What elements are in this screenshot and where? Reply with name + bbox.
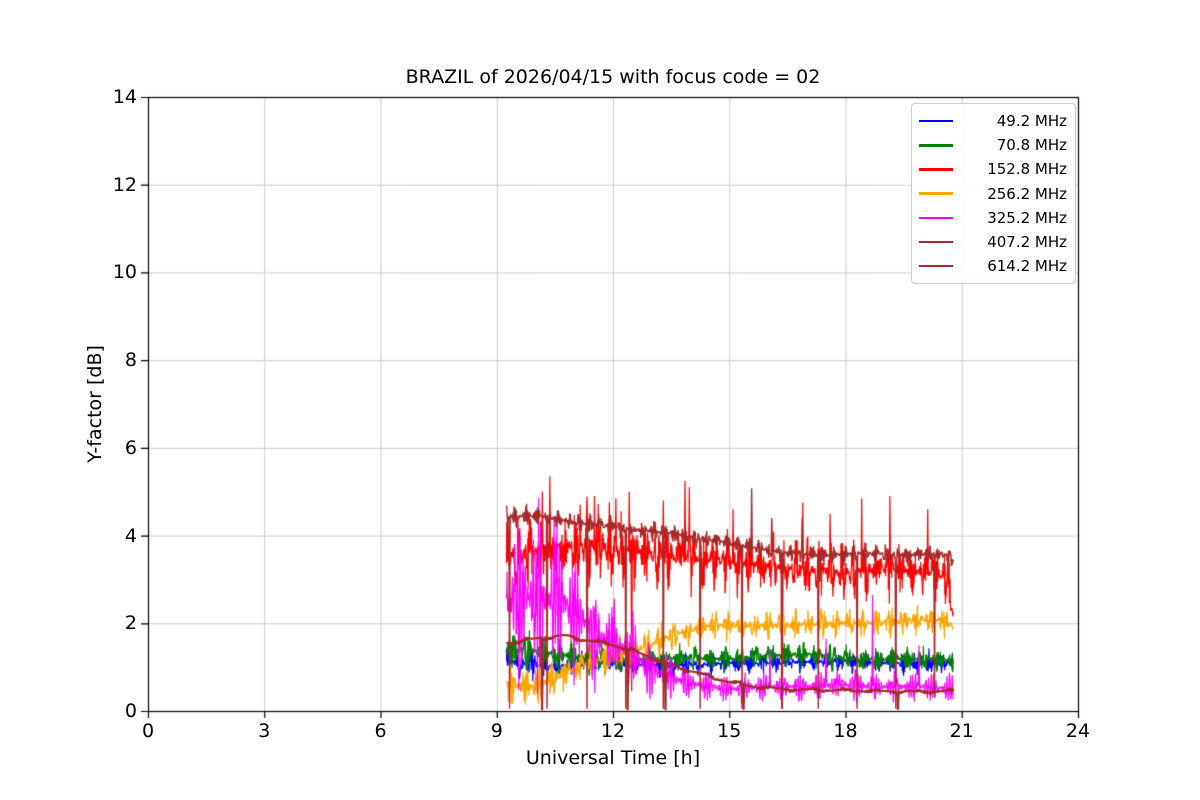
- legend-item: 256.2 MHz: [919, 182, 1067, 206]
- legend-label: 614.2 MHz: [987, 257, 1067, 276]
- legend-line-swatch: [919, 119, 953, 123]
- legend-item: 407.2 MHz: [919, 230, 1067, 254]
- legend-line-swatch: [919, 192, 953, 195]
- legend-label: 152.8 MHz: [987, 160, 1067, 179]
- y-tick-label: 2: [124, 612, 137, 635]
- legend-label: 325.2 MHz: [987, 208, 1067, 227]
- legend-line-swatch: [919, 264, 953, 268]
- y-tick-label: 4: [124, 524, 137, 547]
- legend-label: 256.2 MHz: [987, 184, 1067, 203]
- x-tick-label: 18: [833, 720, 858, 742]
- y-tick-label: 8: [124, 349, 137, 372]
- legend-item: 152.8 MHz: [919, 157, 1067, 181]
- y-axis-label: Y-factor [dB]: [84, 345, 106, 463]
- legend-item: 70.8 MHz: [919, 133, 1067, 157]
- x-tick-label: 3: [258, 720, 271, 742]
- y-tick-label: 14: [112, 86, 137, 108]
- x-axis-label: Universal Time [h]: [525, 747, 701, 769]
- x-tick-label: 9: [490, 720, 503, 742]
- x-tick-label: 0: [141, 720, 155, 742]
- x-tick-label: 24: [1065, 720, 1091, 742]
- legend-line-swatch: [919, 168, 953, 171]
- legend-line-swatch: [919, 144, 953, 147]
- chart-title: BRAZIL of 2026/04/15 with focus code = 0…: [405, 66, 821, 88]
- y-tick-label: 10: [112, 261, 137, 284]
- x-tick-label: 15: [717, 720, 742, 742]
- x-tick-label: 6: [374, 720, 387, 742]
- legend-label: 70.8 MHz: [996, 136, 1067, 155]
- legend-label: 49.2 MHz: [996, 112, 1067, 131]
- y-tick-label: 0: [124, 700, 137, 722]
- x-tick-label: 12: [600, 720, 626, 742]
- legend-item: 614.2 MHz: [919, 254, 1067, 278]
- legend: 49.2 MHz 70.8 MHz 152.8 MHz 256.2 MHz 325.2 …: [911, 103, 1076, 285]
- legend-line-swatch: [919, 216, 953, 220]
- legend-label: 407.2 MHz: [987, 233, 1067, 252]
- legend-item: 49.2 MHz: [919, 109, 1067, 133]
- legend-item: 325.2 MHz: [919, 206, 1067, 230]
- x-tick-label: 21: [949, 720, 974, 742]
- y-tick-label: 6: [124, 436, 137, 459]
- legend-line-swatch: [919, 240, 953, 244]
- y-tick-label: 12: [112, 173, 137, 196]
